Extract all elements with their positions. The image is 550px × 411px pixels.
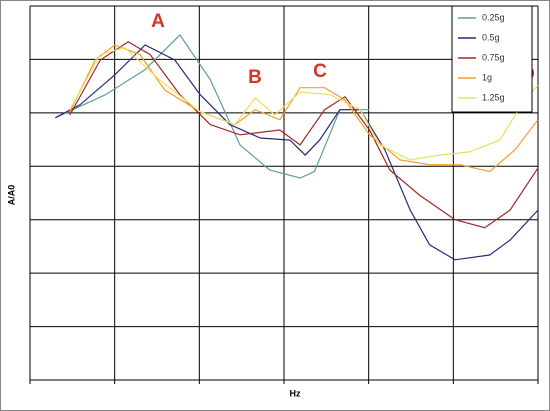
series-line: [69, 47, 539, 161]
legend-label: 0.5g: [482, 32, 500, 42]
legend: 0.25g 0.5g 0.75g 1g 1.25g: [451, 5, 533, 113]
legend-box: [451, 5, 533, 113]
legend-label: 0.25g: [482, 12, 505, 22]
annotation: B: [248, 67, 262, 88]
series-line: [55, 44, 539, 261]
plot: [55, 33, 539, 261]
legend-label: 1g: [482, 72, 492, 82]
legend-label: 1.25g: [482, 92, 505, 102]
annotation: C: [313, 61, 327, 82]
series-line: [69, 44, 539, 173]
series-line: [55, 33, 370, 179]
x-axis-label: Hz: [290, 388, 301, 398]
y-axis-label: A/A0: [6, 185, 16, 206]
annotation: A: [151, 11, 165, 32]
series-line: [69, 41, 539, 229]
legend-label: 0.75g: [482, 52, 505, 62]
